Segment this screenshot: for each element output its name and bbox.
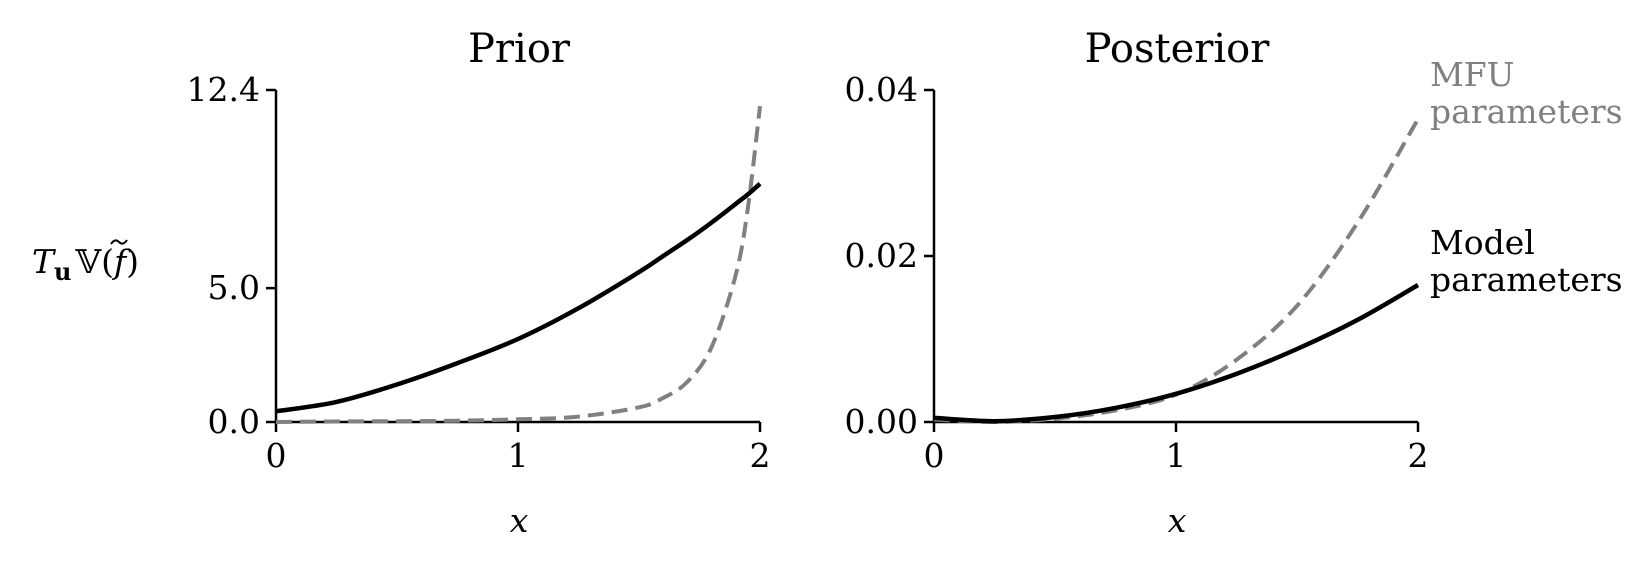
- posterior-x-tick-label: 1: [1166, 436, 1187, 475]
- posterior-x-tick-label: 2: [1408, 436, 1429, 475]
- posterior-panel: Posterior x 0 1 20.000.020.04 MFU parameters…: [845, 26, 1623, 540]
- y-label-variance: 𝕍(: [74, 242, 113, 281]
- prior-x-tick-label: 1: [508, 436, 529, 475]
- posterior-x-tick-label: 0: [924, 436, 945, 475]
- prior-title: Prior: [468, 26, 571, 72]
- posterior-model-line: [933, 283, 1420, 424]
- posterior-model-legend-line: parameters: [1430, 260, 1623, 299]
- posterior-y-tick-label: 0.02: [845, 236, 918, 275]
- prior-panel: Prior x Tu 𝕍(f) 0 1 2 0.0 5.0 12.4: [32, 26, 771, 540]
- y-label-tilde: [110, 239, 128, 245]
- prior-x-tick-label: 2: [750, 436, 771, 475]
- posterior-y-tick-label: 0.04: [845, 70, 918, 109]
- prior-model-line: [275, 182, 762, 414]
- posterior-y-tick-label: 0.00: [845, 402, 918, 441]
- prior-y-tick-label: 5.0: [208, 268, 260, 307]
- prior-x-tick-label: 0: [266, 436, 287, 475]
- posterior-x-axis-label: x: [1168, 501, 1187, 540]
- prior-y-tick-label: 0.0: [208, 402, 260, 441]
- posterior-title: Posterior: [1085, 26, 1271, 72]
- y-label-subscript: u: [54, 257, 71, 286]
- prior-mfu-line: [275, 105, 762, 424]
- prior-y-tick-label: 12.4: [187, 70, 260, 109]
- posterior-mfu-legend-line: parameters: [1430, 92, 1623, 131]
- posterior-mfu-legend-label: MFU parameters: [1430, 55, 1623, 131]
- prior-y-axis-label: Tu 𝕍(f): [32, 242, 139, 286]
- posterior-model-legend-line: Model: [1430, 223, 1535, 262]
- y-label-t: T: [32, 242, 57, 281]
- posterior-model-legend-label: Model parameters: [1430, 223, 1623, 299]
- y-label-close: ): [126, 242, 139, 281]
- posterior-mfu-legend-line: MFU: [1430, 55, 1515, 94]
- posterior-mfu-line: [933, 118, 1420, 425]
- prior-x-axis-label: x: [510, 501, 529, 540]
